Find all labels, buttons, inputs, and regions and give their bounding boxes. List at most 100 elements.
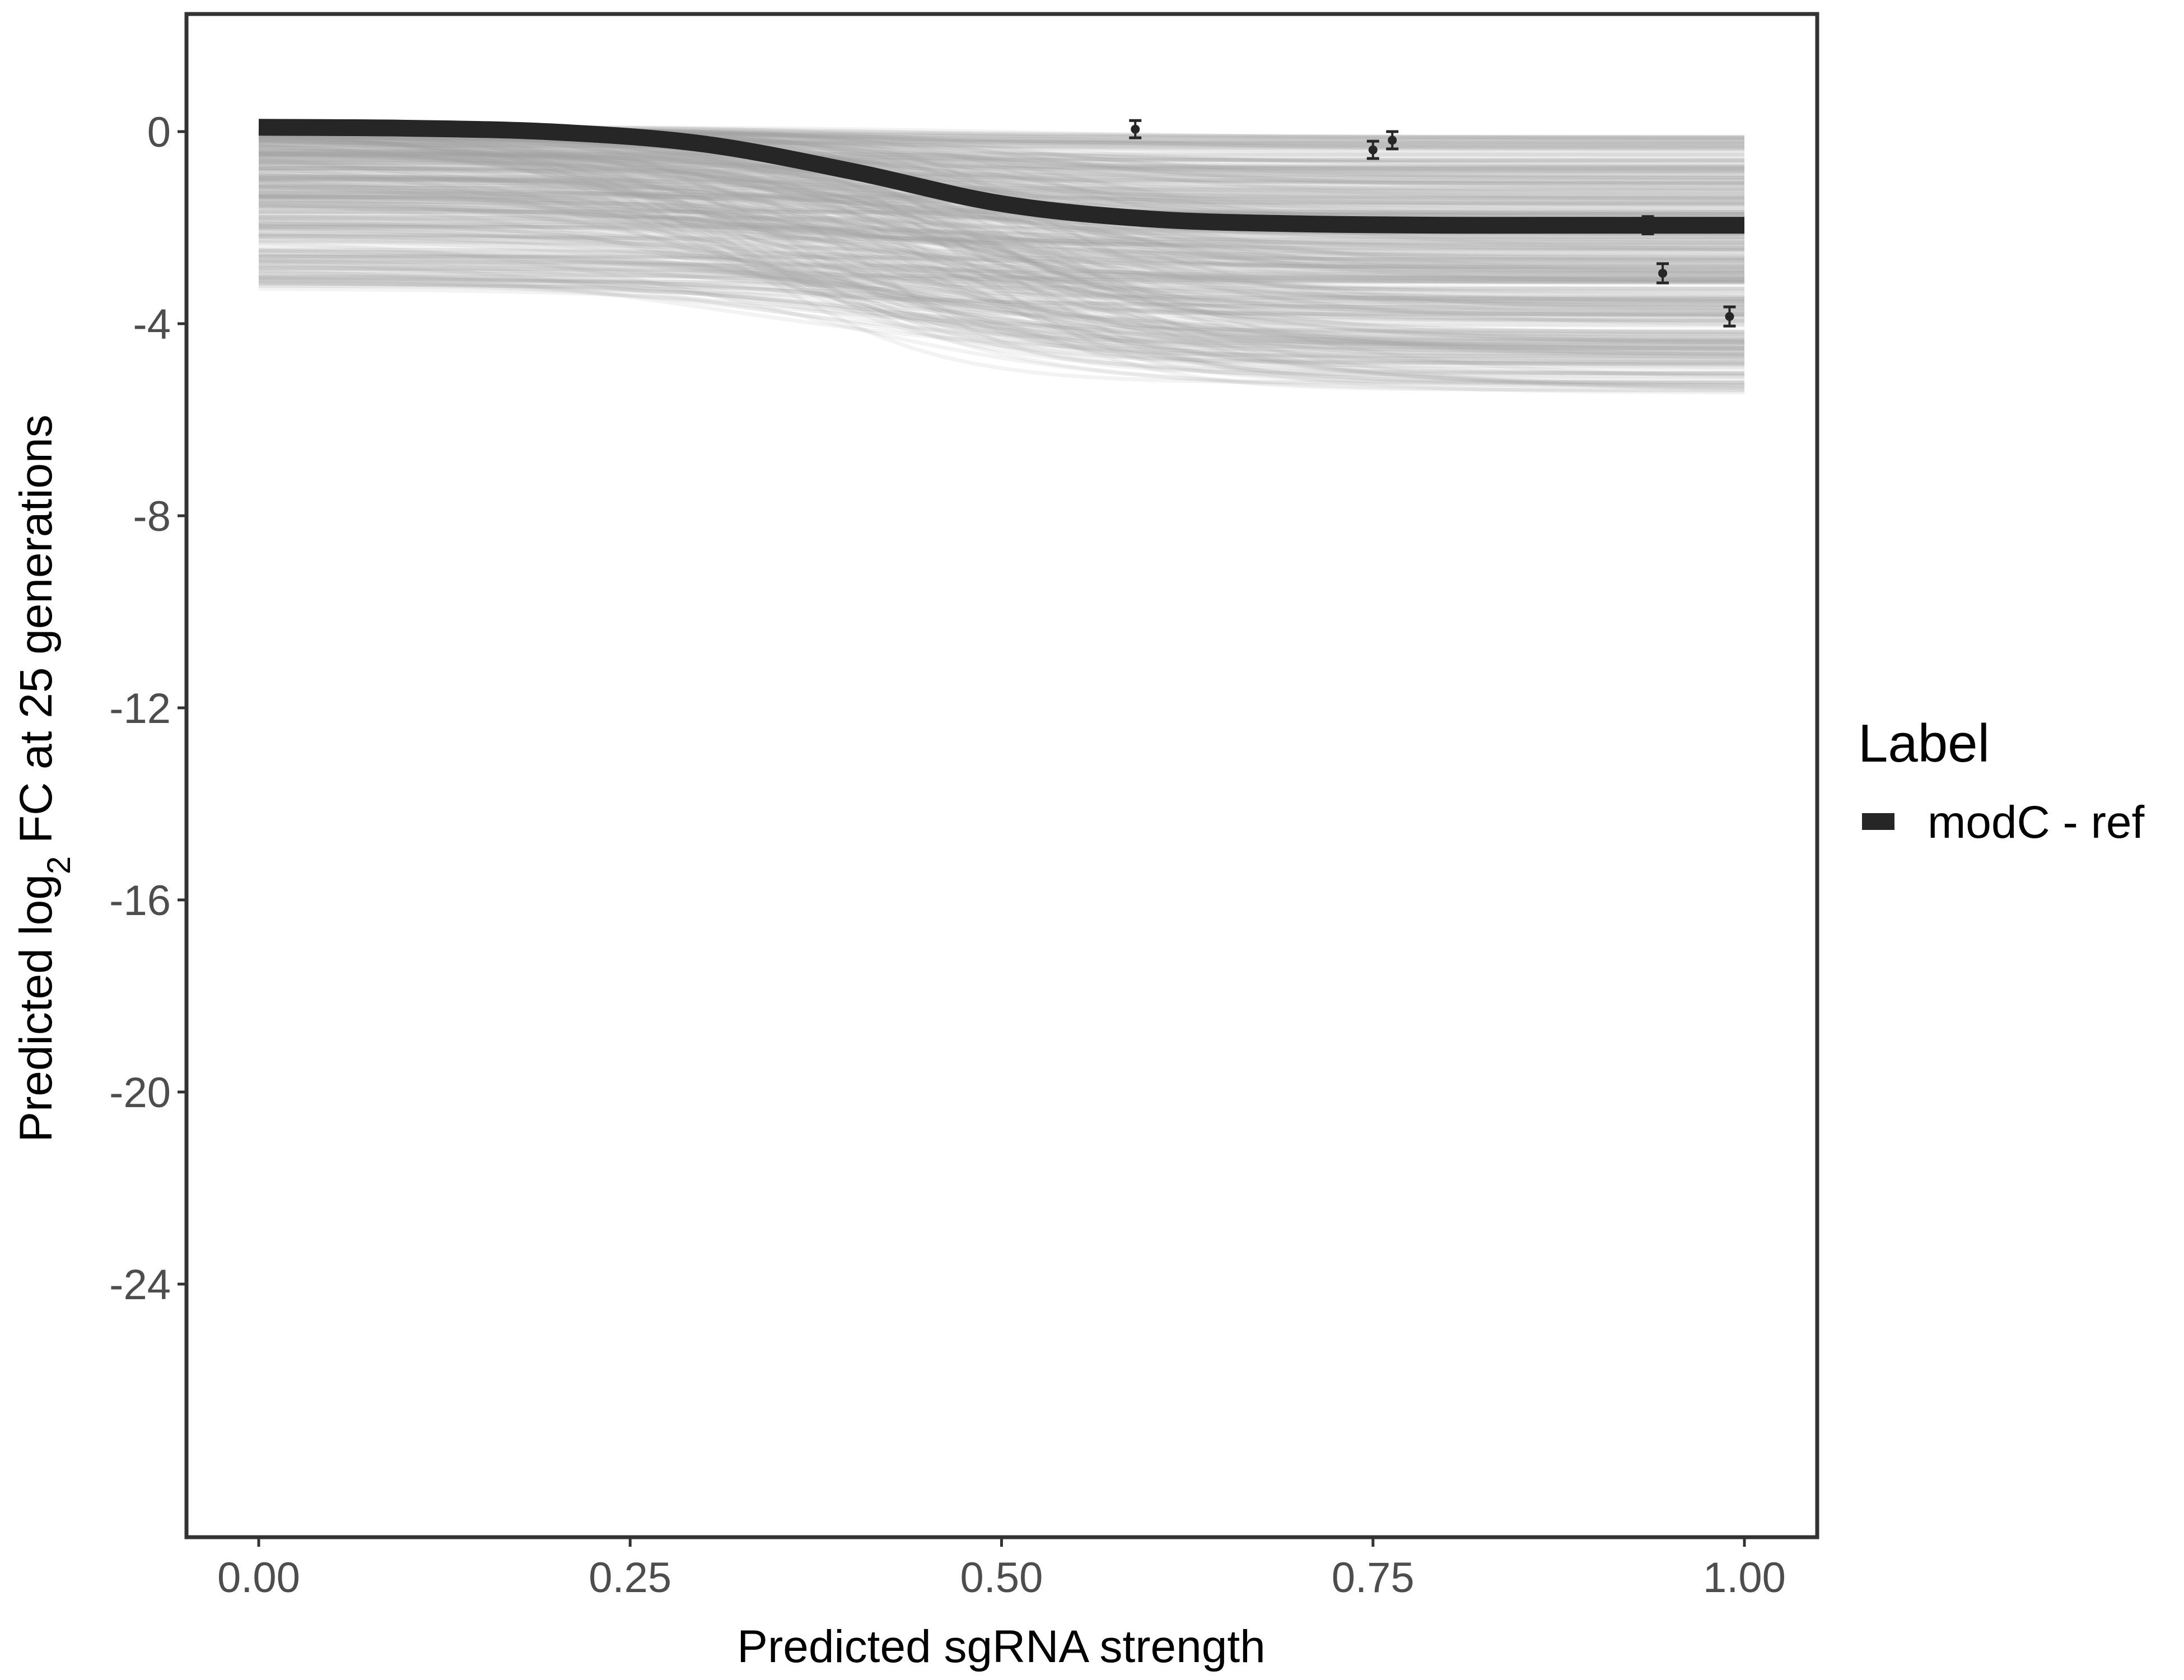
posterior-draw-line bbox=[258, 148, 1744, 347]
posterior-draw-line bbox=[259, 255, 1744, 306]
posterior-draw-line bbox=[259, 186, 1744, 190]
posterior-draw-line bbox=[258, 234, 1744, 251]
posterior-draw-line bbox=[258, 168, 1744, 262]
posterior-draw-line bbox=[258, 153, 1744, 272]
posterior-draw-line bbox=[259, 137, 1744, 169]
posterior-draw-line bbox=[259, 153, 1745, 350]
posterior-draw-line bbox=[258, 153, 1744, 200]
posterior-draw-line bbox=[258, 248, 1744, 276]
posterior-draw-line bbox=[258, 155, 1745, 207]
posterior-draw-line bbox=[258, 134, 1745, 379]
posterior-draw-line bbox=[258, 130, 1745, 282]
posterior-draw-line bbox=[258, 204, 1745, 395]
posterior-draw-line bbox=[258, 177, 1745, 334]
observed-point bbox=[1641, 215, 1654, 236]
posterior-draw-line bbox=[258, 232, 1745, 279]
posterior-draw-line bbox=[258, 133, 1744, 174]
x-tick-label: 0.50 bbox=[960, 1554, 1043, 1602]
posterior-draw-line bbox=[258, 258, 1744, 301]
posterior-draw-line bbox=[259, 260, 1744, 358]
posterior-draw-line bbox=[259, 223, 1744, 240]
posterior-draw-line bbox=[259, 152, 1745, 384]
posterior-draw-line bbox=[258, 188, 1745, 239]
posterior-draw-line bbox=[258, 252, 1744, 279]
posterior-draw-line bbox=[259, 179, 1744, 186]
posterior-draw-line bbox=[258, 223, 1745, 269]
posterior-draw-line bbox=[258, 265, 1744, 291]
posterior-draw-line bbox=[258, 132, 1745, 314]
posterior-draw-line bbox=[259, 261, 1745, 285]
posterior-draw-line bbox=[258, 248, 1745, 290]
posterior-draw-line bbox=[258, 256, 1745, 351]
posterior-draw-line bbox=[258, 136, 1744, 356]
posterior-draw-line bbox=[258, 182, 1745, 251]
legend-title: Label bbox=[1858, 713, 1990, 773]
posterior-draw-line bbox=[258, 134, 1745, 351]
posterior-draw-line bbox=[258, 240, 1744, 279]
posterior-draw-line bbox=[259, 158, 1744, 171]
posterior-draw-line bbox=[259, 278, 1744, 317]
posterior-draw-line bbox=[259, 188, 1744, 194]
x-tick-label: 1.00 bbox=[1703, 1554, 1786, 1602]
posterior-draw-line bbox=[258, 226, 1745, 351]
y-axis: 0 -4 -8 -12 -16 -20 -24 bbox=[109, 109, 186, 1309]
posterior-draw-line bbox=[259, 163, 1745, 337]
posterior-draw-line bbox=[258, 133, 1745, 305]
y-axis-title: Predicted log2 FC at 25 generations bbox=[11, 414, 77, 1142]
posterior-draw-line bbox=[259, 172, 1745, 206]
posterior-draw-line bbox=[259, 254, 1744, 343]
posterior-draw-line bbox=[258, 264, 1745, 354]
posterior-draw-line bbox=[258, 172, 1745, 307]
posterior-draw-line bbox=[258, 144, 1745, 343]
posterior-draw-line bbox=[258, 241, 1745, 393]
posterior-draw-line bbox=[258, 202, 1744, 240]
y-tick-label: -4 bbox=[133, 301, 171, 348]
posterior-draw-line bbox=[258, 150, 1745, 279]
posterior-draw-line bbox=[258, 185, 1745, 342]
posterior-draw-line bbox=[258, 221, 1744, 267]
posterior-draw-line bbox=[258, 132, 1745, 209]
observed-points bbox=[1129, 119, 1736, 328]
posterior-draw-line bbox=[258, 276, 1745, 337]
y-tick-label: -24 bbox=[109, 1261, 171, 1309]
posterior-draw-line bbox=[259, 138, 1745, 151]
posterior-draw-line bbox=[258, 222, 1744, 272]
posterior-draw-line bbox=[259, 255, 1744, 300]
observed-point bbox=[1366, 139, 1379, 160]
posterior-draw-line bbox=[258, 217, 1744, 323]
posterior-draw-line bbox=[258, 205, 1745, 264]
posterior-draw-line bbox=[258, 148, 1744, 169]
y-tick-label: -16 bbox=[109, 877, 171, 925]
posterior-draw-line bbox=[258, 275, 1744, 317]
posterior-draw-line bbox=[258, 166, 1744, 178]
posterior-draw-line bbox=[258, 139, 1745, 342]
posterior-draw-line bbox=[259, 152, 1744, 157]
posterior-draw-line bbox=[258, 223, 1745, 260]
posterior-draw-line bbox=[258, 165, 1744, 358]
posterior-draw-line bbox=[259, 166, 1744, 344]
posterior-draw-line bbox=[259, 174, 1744, 180]
posterior-draw-line bbox=[259, 282, 1744, 342]
posterior-draw-line bbox=[259, 162, 1744, 190]
posterior-draw-line bbox=[258, 269, 1744, 356]
posterior-draw-line bbox=[258, 222, 1744, 251]
posterior-draw-line bbox=[258, 185, 1745, 390]
posterior-draw-line bbox=[258, 261, 1745, 347]
posterior-draw-line bbox=[258, 240, 1744, 294]
posterior-draw-line bbox=[258, 226, 1745, 281]
posterior-draw-line bbox=[258, 149, 1745, 180]
posterior-draw-line bbox=[259, 263, 1744, 269]
posterior-draw-line bbox=[258, 170, 1745, 270]
posterior-draw-line bbox=[258, 199, 1745, 304]
point-marker bbox=[1725, 312, 1734, 321]
legend-label-modc-ref: modC - ref bbox=[1928, 797, 2145, 848]
posterior-draw-line bbox=[258, 202, 1744, 352]
posterior-draw-line bbox=[258, 158, 1744, 189]
posterior-draw-line bbox=[258, 204, 1745, 265]
posterior-draw-line bbox=[258, 224, 1744, 347]
posterior-draw-line bbox=[258, 169, 1744, 194]
posterior-draw-line bbox=[258, 152, 1745, 310]
posterior-draw-line bbox=[259, 188, 1744, 217]
posterior-draw-line bbox=[259, 160, 1744, 278]
posterior-draw-line bbox=[258, 227, 1745, 276]
